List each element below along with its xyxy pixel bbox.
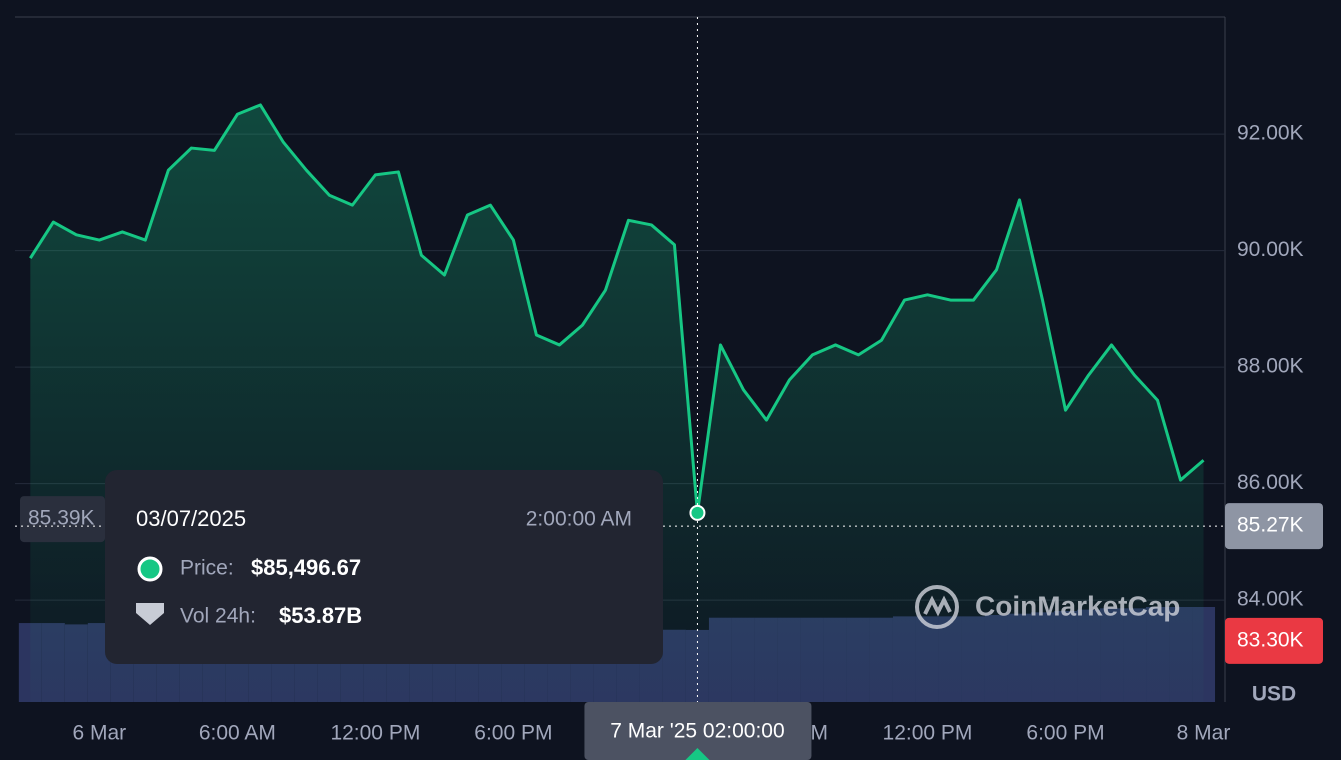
hover-point <box>689 504 706 521</box>
y-tick-label: 88.00K <box>1237 355 1304 378</box>
cursor-marker <box>685 748 710 760</box>
watermark-text: CoinMarketCap <box>975 590 1180 621</box>
cursor-label: 7 Mar '25 02:00:00 <box>610 720 784 743</box>
tooltip-volume-label: Vol 24h: <box>180 605 256 628</box>
y-tick-label: 90.00K <box>1237 238 1304 261</box>
tooltip-date: 03/07/2025 <box>136 506 246 531</box>
price-tag <box>1225 503 1323 550</box>
x-tick-label: 6:00 AM <box>199 722 276 745</box>
tooltip-box <box>105 470 663 664</box>
price-tag-label: 85.27K <box>1237 514 1304 537</box>
cursor-label-box <box>584 702 812 760</box>
unit-label: USD <box>1252 683 1296 706</box>
y-tick-label: 86.00K <box>1237 471 1304 494</box>
x-tick-label: 6:00 PM <box>1026 722 1104 745</box>
tooltip-price: $85,496.67 <box>251 555 361 580</box>
price-icon <box>137 556 163 582</box>
tooltip-volume: $53.87B <box>279 603 362 628</box>
volume-icon <box>136 603 164 625</box>
price-tag-label: 85.39K <box>28 507 95 530</box>
y-tick-label: 84.00K <box>1237 588 1304 611</box>
tooltip-time: 2:00:00 AM <box>526 508 632 531</box>
price-tag-label: 83.30K <box>1237 628 1304 651</box>
watermark: CoinMarketCap <box>915 585 1180 629</box>
x-tick-label: 6:00 PM <box>474 722 552 745</box>
tooltip: 03/07/2025 2:00:00 AM Price: $85,496.67 … <box>105 470 663 664</box>
tooltip-price-label: Price: <box>180 557 234 580</box>
price-tag <box>1225 617 1323 664</box>
x-tick-label: 12:00 PM <box>883 722 973 745</box>
x-tick-label: 8 Mar <box>1177 722 1231 745</box>
price-tag <box>20 496 105 543</box>
y-tick-label: 92.00K <box>1237 122 1304 145</box>
x-tick-label: 12:00 PM <box>330 722 420 745</box>
price-line <box>29 103 1205 515</box>
x-tick-label: 6 Mar <box>73 722 127 745</box>
